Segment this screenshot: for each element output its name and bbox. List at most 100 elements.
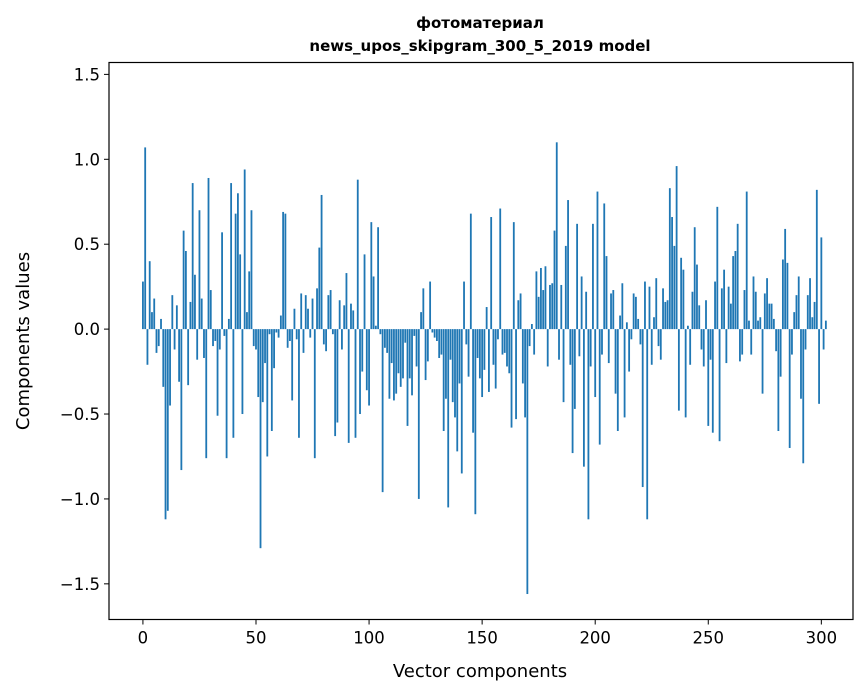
bar <box>564 245 567 330</box>
bar <box>499 208 502 330</box>
bar <box>770 303 773 330</box>
chart-subtitle: news_upos_skipgram_300_5_2019 model <box>309 37 650 55</box>
bar <box>279 315 282 330</box>
bar <box>374 325 377 330</box>
y-tick-label: 0.5 <box>74 235 100 254</box>
bar <box>587 329 590 520</box>
bar <box>804 329 807 350</box>
bar <box>824 320 827 330</box>
bar <box>180 329 183 471</box>
bar <box>483 329 486 370</box>
bar <box>307 308 309 330</box>
bar <box>234 213 237 330</box>
bar <box>175 305 178 330</box>
bar <box>456 329 459 452</box>
bar <box>503 329 506 353</box>
y-axis-label: Components values <box>13 252 34 430</box>
bar <box>720 288 723 330</box>
bar <box>162 329 165 387</box>
bar <box>544 266 547 330</box>
bar <box>612 290 615 330</box>
bar <box>160 318 162 330</box>
x-tick-label: 250 <box>693 629 725 648</box>
bar <box>800 329 802 399</box>
bar <box>295 329 298 340</box>
bar <box>255 329 257 350</box>
bar <box>569 329 572 365</box>
bars-group <box>142 142 827 595</box>
bar <box>481 329 484 398</box>
bar <box>510 329 513 428</box>
bar <box>727 286 730 330</box>
bar <box>508 329 511 374</box>
bar <box>551 283 554 330</box>
bar <box>248 271 251 330</box>
bar <box>506 329 508 367</box>
bar <box>178 329 181 382</box>
bar <box>512 222 515 330</box>
bar <box>614 329 617 394</box>
bar <box>329 290 332 330</box>
x-tick-label: 50 <box>245 629 266 648</box>
bar <box>700 329 703 350</box>
bar <box>650 329 653 365</box>
bar <box>259 329 262 549</box>
bar <box>603 203 606 330</box>
bar <box>779 329 782 377</box>
bar <box>402 329 404 379</box>
bar <box>454 329 456 418</box>
bar <box>711 329 714 433</box>
bar <box>146 329 149 365</box>
bar <box>655 278 658 330</box>
bar <box>546 329 549 367</box>
bar <box>345 273 348 330</box>
bar <box>331 329 334 335</box>
bar <box>148 261 151 330</box>
bar <box>431 329 434 333</box>
bar <box>246 312 248 330</box>
bar <box>540 267 542 330</box>
bar <box>671 217 673 330</box>
bar <box>264 329 266 364</box>
bar <box>716 206 719 330</box>
bar <box>718 329 721 442</box>
bar <box>243 169 246 330</box>
bar <box>198 210 201 330</box>
bar <box>354 329 357 438</box>
bar <box>596 191 599 330</box>
bar <box>270 329 273 431</box>
bar <box>350 303 352 330</box>
bar <box>754 291 757 330</box>
bar <box>316 288 318 330</box>
bar <box>815 189 818 330</box>
x-axis-label: Vector components <box>393 661 567 682</box>
bar <box>415 329 418 367</box>
bar <box>397 329 400 374</box>
bar <box>365 329 368 391</box>
bar <box>465 329 468 345</box>
bar <box>684 329 687 418</box>
bar <box>433 329 436 338</box>
bar <box>594 329 597 398</box>
bar <box>784 228 787 330</box>
bar <box>648 286 651 330</box>
bar <box>155 329 158 353</box>
bar <box>379 329 382 335</box>
bar <box>693 227 696 330</box>
bar <box>628 329 631 372</box>
bar <box>151 312 153 330</box>
bar <box>184 251 187 330</box>
bar <box>573 329 576 409</box>
bar <box>736 223 739 330</box>
y-tick-label: 0.0 <box>74 320 100 339</box>
bar <box>653 317 655 330</box>
bar <box>221 232 223 330</box>
bar <box>227 318 230 330</box>
bar <box>822 329 825 350</box>
bar <box>406 329 409 426</box>
bar <box>218 329 221 350</box>
bar <box>169 329 171 406</box>
y-axis: −1.5 −1.0 −0.5 0.0 0.5 1.0 1.5 <box>60 65 109 594</box>
bar <box>549 284 551 330</box>
bar <box>635 296 637 330</box>
